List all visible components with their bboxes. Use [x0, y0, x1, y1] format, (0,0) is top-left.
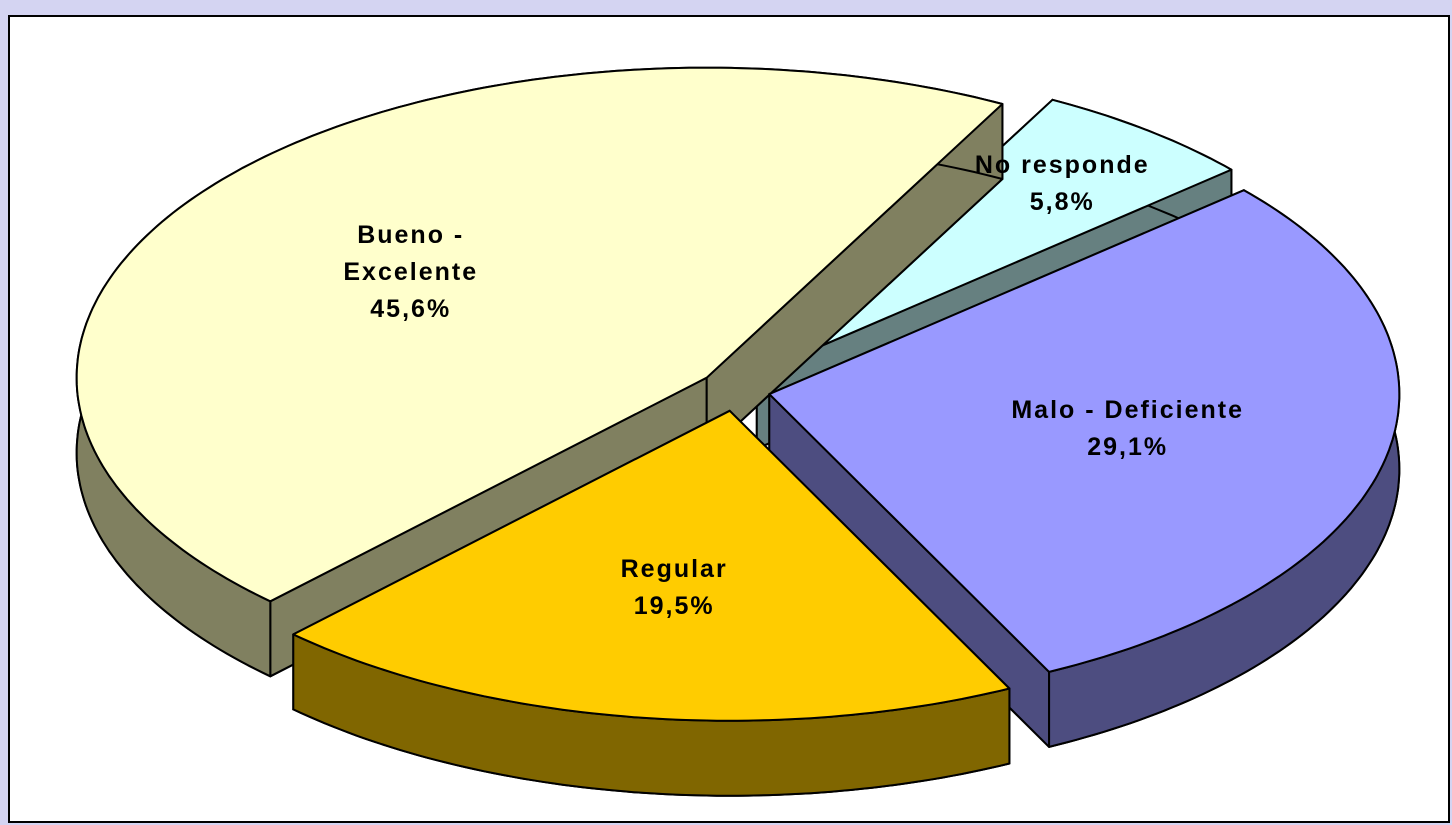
slice-label: Malo - Deficiente 29,1% [1008, 392, 1248, 466]
category-label: No responde [974, 151, 1150, 180]
category-label: Regular [620, 555, 728, 584]
slice-label: Regular 19,5% [554, 551, 794, 625]
pie-slice [768, 189, 1401, 673]
value-label: 5,8% [1029, 188, 1095, 217]
value-label: 19,5% [633, 592, 715, 621]
category-label: Malo - Deficiente [1011, 396, 1245, 425]
category-label: Bueno - Excelente [343, 220, 479, 286]
slice-label: Bueno - Excelente 45,6% [291, 217, 531, 328]
pie-slice [75, 66, 1004, 603]
value-label: 45,6% [370, 294, 452, 323]
value-label: 29,1% [1087, 433, 1169, 462]
pie-slice [755, 98, 1233, 375]
slice-label: No responde 5,8% [942, 147, 1182, 221]
pie-slice [292, 409, 1011, 722]
